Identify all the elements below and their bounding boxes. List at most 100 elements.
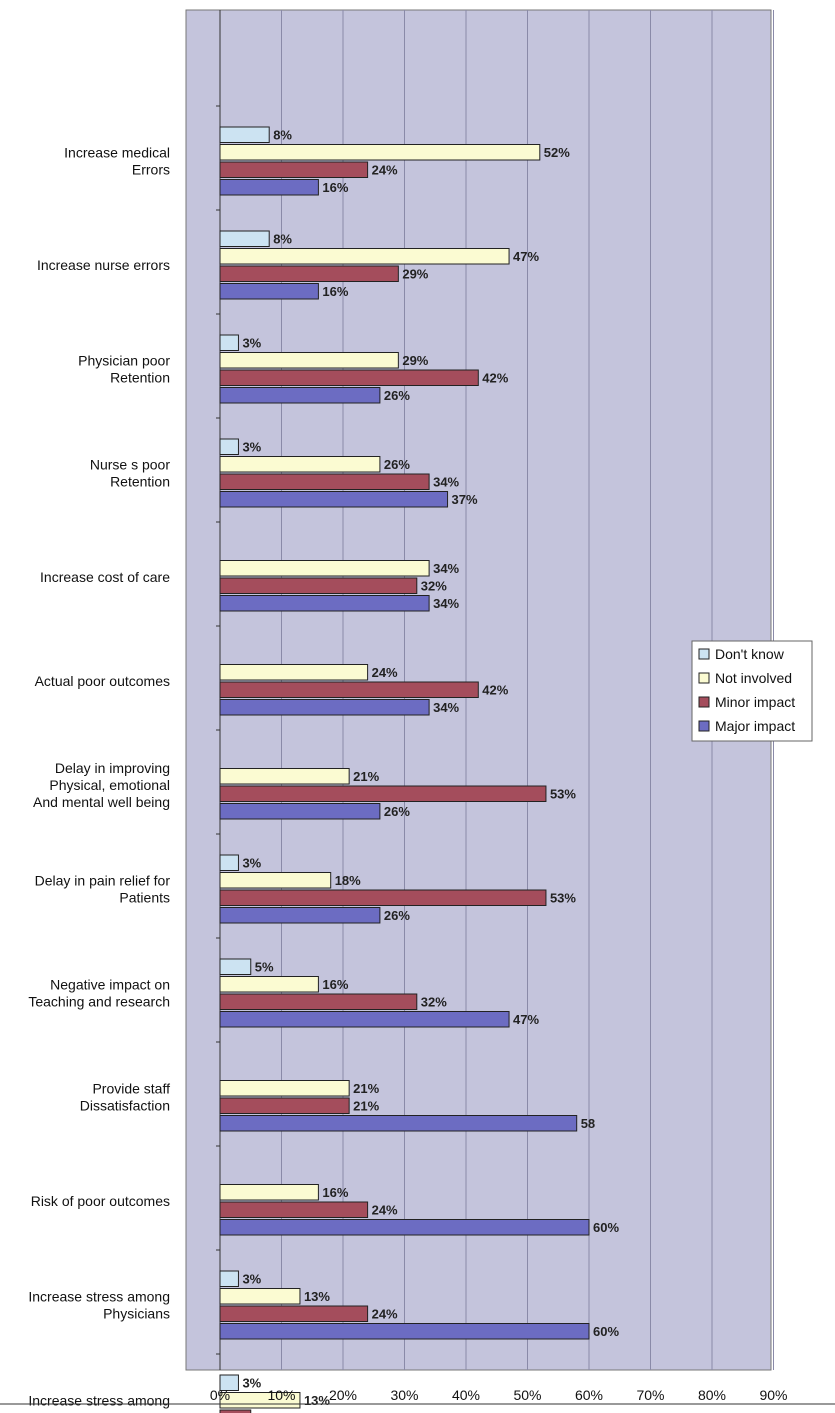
bar-don-t-know xyxy=(219,334,239,351)
bar-minor-impact xyxy=(219,577,418,594)
data-label: 21% xyxy=(353,1099,379,1114)
data-label: 32% xyxy=(421,579,447,594)
x-tick-label: 80% xyxy=(698,1387,726,1403)
category-label-line: Physical, emotional xyxy=(49,777,170,793)
data-label: 52% xyxy=(544,145,570,160)
data-label: 26% xyxy=(384,804,410,819)
legend-swatch xyxy=(698,672,710,684)
category-label: Risk of poor outcomes xyxy=(31,1193,170,1209)
data-label: 53% xyxy=(550,891,576,906)
data-label: 16% xyxy=(322,977,348,992)
bar-major-impact xyxy=(219,1011,510,1028)
legend-label: Not involved xyxy=(715,670,792,686)
bar-don-t-know xyxy=(219,1374,239,1391)
legend: Don't know Not involved Minor impact Major … xyxy=(691,640,813,742)
data-label: 16% xyxy=(322,284,348,299)
x-tick-label: 50% xyxy=(513,1387,541,1403)
legend-swatch xyxy=(698,648,710,660)
bar-not-involved xyxy=(219,352,399,369)
bar-not-involved xyxy=(219,664,369,681)
data-label: 13% xyxy=(304,1393,330,1408)
bar-major-impact xyxy=(219,491,449,508)
category-labels: Increase medical Errors Increase nurse err… xyxy=(28,145,170,1413)
bar-major-impact xyxy=(219,1115,578,1132)
category-label: Provide staff Dissatisfaction xyxy=(80,1081,170,1114)
bar-minor-impact xyxy=(219,681,479,698)
category-label-line: Patients xyxy=(119,890,170,906)
category-label-line: Retention xyxy=(110,370,170,386)
bar-minor-impact xyxy=(219,993,418,1010)
data-label: 3% xyxy=(242,336,261,351)
category-label-line: Dissatisfaction xyxy=(80,1098,170,1114)
bar-minor-impact xyxy=(219,1201,369,1218)
data-label: 24% xyxy=(372,163,398,178)
bar-major-impact xyxy=(219,1219,590,1236)
bar-not-involved xyxy=(219,144,541,161)
category-label-line: Delay in pain relief for xyxy=(35,873,171,889)
data-label: 26% xyxy=(384,908,410,923)
category-label: Increase medical Errors xyxy=(64,145,170,178)
legend-box xyxy=(691,640,813,742)
bar-minor-impact xyxy=(219,369,479,386)
data-label: 34% xyxy=(433,596,459,611)
bar-not-involved xyxy=(219,1080,350,1097)
data-label: 47% xyxy=(513,1012,539,1027)
category-label-line: Increase stress among xyxy=(28,1393,170,1409)
y-axis-ticks xyxy=(216,105,220,1355)
bars xyxy=(219,126,590,1413)
bar-not-involved xyxy=(219,560,430,577)
bar-major-impact xyxy=(219,387,381,404)
category-label-line: Retention xyxy=(110,474,170,490)
category-label: Nurse s poor Retention xyxy=(90,457,170,490)
x-tick-label: 0% xyxy=(210,1387,230,1403)
bar-minor-impact xyxy=(219,265,399,282)
category-label: Negative impact on Teaching and research xyxy=(28,977,170,1010)
category-label-line: Actual poor outcomes xyxy=(35,673,170,689)
category-label: Increase stress among Physicians xyxy=(28,1289,170,1322)
bar-minor-impact xyxy=(219,889,547,906)
data-label: 21% xyxy=(353,769,379,784)
data-label: 18% xyxy=(335,873,361,888)
data-label: 3% xyxy=(242,856,261,871)
bar-major-impact xyxy=(219,179,319,196)
category-label: Delay in improving Physical, emotional And… xyxy=(33,760,170,810)
data-label: 42% xyxy=(482,683,508,698)
x-tick-label: 70% xyxy=(636,1387,664,1403)
bar-don-t-know xyxy=(219,854,239,871)
category-label-line: Increase nurse errors xyxy=(37,257,170,273)
data-label: 53% xyxy=(550,787,576,802)
legend-label: Minor impact xyxy=(715,694,795,710)
data-label: 8% xyxy=(273,128,292,143)
data-label: 5% xyxy=(255,960,274,975)
category-label-line: Increase medical xyxy=(64,145,170,161)
data-label: 29% xyxy=(402,353,428,368)
bar-not-involved xyxy=(219,768,350,785)
data-label: 13% xyxy=(304,1289,330,1304)
data-label: 37% xyxy=(452,492,478,507)
category-label-line: Provide staff xyxy=(92,1081,170,1097)
bar-not-involved xyxy=(219,872,332,889)
bar-minor-impact xyxy=(219,1305,369,1322)
bar-minor-impact xyxy=(219,1409,252,1413)
data-label: 24% xyxy=(372,1203,398,1218)
value-labels: 8% 52% 24% 16% 8% 47% 29% 16% 3% 29% 42% 26% 3% 26% 34… xyxy=(242,128,619,1413)
x-tick-label: 10% xyxy=(267,1387,295,1403)
category-label-line: Risk of poor outcomes xyxy=(31,1193,170,1209)
bar-don-t-know xyxy=(219,126,270,143)
data-label: 5% xyxy=(255,1411,274,1413)
bar-don-t-know xyxy=(219,1270,239,1287)
bar-minor-impact xyxy=(219,1097,350,1114)
category-label-line: Physician poor xyxy=(78,353,170,369)
data-label: 60% xyxy=(593,1220,619,1235)
legend-swatch xyxy=(698,696,710,708)
category-label: Increase cost of care xyxy=(40,569,170,585)
data-label: 3% xyxy=(242,1376,261,1391)
category-label-line: Nurse s poor xyxy=(90,457,170,473)
data-label: 16% xyxy=(322,1185,348,1200)
category-label-line: Negative impact on xyxy=(50,977,170,993)
legend-swatch xyxy=(698,720,710,732)
data-label: 29% xyxy=(402,267,428,282)
bar-major-impact xyxy=(219,283,319,300)
bar-not-involved xyxy=(219,456,381,473)
